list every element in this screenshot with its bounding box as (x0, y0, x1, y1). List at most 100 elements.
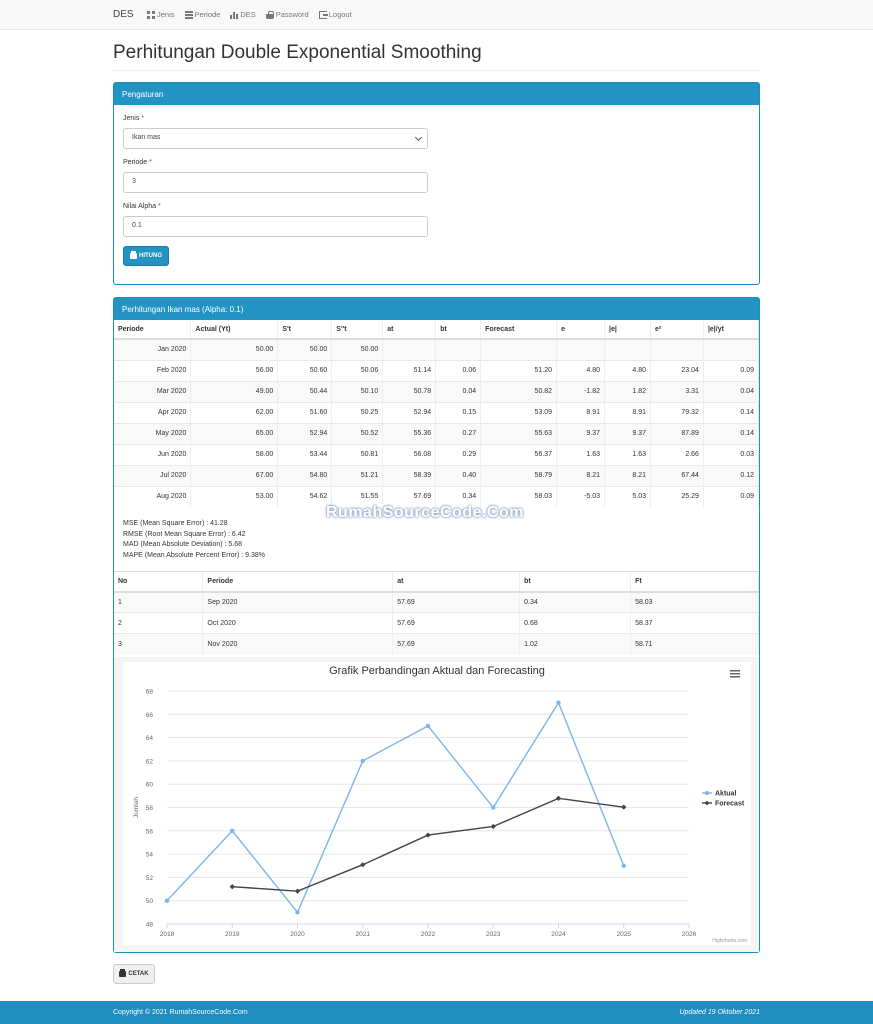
table-cell: 56.37 (480, 443, 558, 465)
nav-item-logout[interactable]: Logout (318, 10, 352, 19)
column-header: Ft (630, 571, 759, 593)
chevron-down-icon (414, 133, 423, 142)
footer-updated: Updated 19 Oktober 2021 (679, 1009, 760, 1016)
table-cell: Aug 2020 (114, 485, 192, 507)
table-cell: 67.44 (650, 464, 704, 486)
table-row: 3 Nov 2020 57.69 1.02 58.71 (114, 633, 759, 655)
menu-icon[interactable] (730, 670, 740, 678)
nav-item-label: Jenis (157, 10, 175, 19)
column-header: e² (650, 320, 704, 340)
table-cell: 0.06 (435, 359, 482, 381)
jenis-select[interactable]: Ikan mas (123, 128, 428, 149)
grid-icon (147, 10, 155, 19)
column-header: |e|/yt (703, 320, 760, 340)
y-tick-label: 66 (146, 712, 154, 719)
table-row: Jan 2020 50.00 50.00 50.00 (114, 338, 760, 360)
table-cell (480, 338, 558, 360)
table-cell: 1.63 (604, 443, 651, 465)
table-row: Feb 2020 56.00 50.60 50.06 51.14 0.06 51.20 4.8… (114, 359, 760, 381)
legend-item: Forecast (715, 801, 745, 808)
chart-credit: Highcharts.com (712, 938, 747, 944)
table-cell: May 2020 (114, 422, 192, 444)
data-point (229, 884, 235, 890)
table-cell: 0.68 (519, 612, 632, 634)
column-header: No (114, 571, 204, 593)
table-row: Jul 2020 67.00 54.80 51.21 58.39 0.40 58.79 8.2… (114, 464, 760, 486)
table-cell: 50.78 (382, 380, 437, 402)
column-header: |e| (604, 320, 651, 340)
periode-label: Periode * (123, 159, 152, 166)
data-point (425, 723, 431, 729)
required-mark: * (149, 159, 152, 166)
nav-item-label: Password (275, 10, 309, 19)
y-tick-label: 54 (146, 852, 154, 859)
hitung-button[interactable]: HITUNG (123, 246, 169, 266)
nav-item-des[interactable]: DES (230, 10, 256, 19)
nav-item-periode[interactable]: Periode (184, 10, 221, 19)
navbar-menu: Jenis Periode DES Password Logout (147, 10, 352, 19)
x-tick-label: 2025 (617, 931, 632, 938)
x-tick-label: 2019 (225, 931, 240, 938)
bar-chart-icon (230, 10, 239, 19)
table-cell: 4.80 (604, 359, 651, 381)
table-cell: Jan 2020 (114, 338, 192, 360)
x-tick-label: 2021 (356, 931, 371, 938)
column-header: Periode (202, 571, 394, 593)
table-cell: 51.21 (331, 464, 384, 486)
column-header: at (392, 571, 521, 593)
table-cell: 53.44 (277, 443, 333, 465)
settings-panel-heading: Pengaturan (114, 83, 759, 105)
table-cell (650, 338, 704, 360)
table-cell (382, 338, 437, 360)
chart-container: Grafik Perbandingan Aktual dan Forecasti… (114, 657, 759, 952)
nav-item-password[interactable]: Password (265, 10, 309, 19)
table-cell: 50.00 (277, 338, 333, 360)
table-cell: 51.14 (382, 359, 437, 381)
watermark: RumahSourceCode.Com (326, 504, 524, 521)
y-tick-label: 48 (146, 922, 154, 929)
forecast-table: No Periode at bt Ft 1 Sep 2020 57.69 0.34 58.03 2… (114, 571, 759, 655)
required-mark: * (141, 115, 145, 122)
table-cell: 8.21 (604, 464, 651, 486)
table-row: Aug 2020 53.00 54.62 51.55 57.69 0.34 58.03 -5.… (114, 485, 760, 507)
table-cell: 58.37 (630, 612, 759, 634)
table-cell: 25.29 (650, 485, 704, 507)
table-cell: 3 (114, 633, 204, 655)
table-cell: 23.04 (650, 359, 704, 381)
alpha-input[interactable]: 0.1 (123, 216, 428, 237)
y-axis-title: Jumlah (133, 797, 140, 818)
y-tick-label: 64 (146, 735, 154, 742)
data-point (621, 804, 627, 810)
column-header: e (556, 320, 606, 340)
table-cell: 56.00 (190, 359, 279, 381)
table-row: Apr 2020 62.00 51.60 50.25 52.94 0.15 53.09 8.9… (114, 401, 760, 423)
navbar-brand[interactable]: DES (113, 9, 134, 20)
periode-label-text: Periode (123, 159, 148, 166)
table-cell: 0.04 (435, 380, 482, 402)
x-tick-label: 2018 (160, 931, 175, 938)
column-header: bt (519, 571, 632, 593)
error-metrics: MSE (Mean Square Error) : 41.28 RMSE (Roo… (123, 519, 265, 561)
table-cell: 0.09 (703, 359, 760, 381)
nav-item-jenis[interactable]: Jenis (147, 10, 175, 19)
table-cell: 4.80 (556, 359, 606, 381)
required-mark: * (158, 203, 161, 210)
table-cell: 67.00 (190, 464, 279, 486)
table-cell: 55.36 (382, 422, 437, 444)
table-cell (604, 338, 651, 360)
footer: Copyright © 2021 RumahSourceCode.Com Upd… (0, 1001, 873, 1024)
legend-marker (704, 800, 710, 806)
nav-item-label: Periode (194, 10, 221, 19)
table-cell: 50.10 (331, 380, 384, 402)
table-cell: 0.12 (703, 464, 760, 486)
chart-area: Grafik Perbandingan Aktual dan Forecasti… (123, 662, 751, 945)
table-cell: 58.79 (480, 464, 558, 486)
periode-input[interactable]: 3 (123, 172, 428, 193)
data-point (294, 888, 301, 894)
table-cell (556, 338, 606, 360)
legend-item: Aktual (715, 791, 736, 798)
table-cell: Feb 2020 (114, 359, 192, 381)
cetak-button[interactable]: CETAK (113, 964, 155, 984)
lock-icon (265, 10, 274, 19)
table-cell: 53.09 (480, 401, 558, 423)
